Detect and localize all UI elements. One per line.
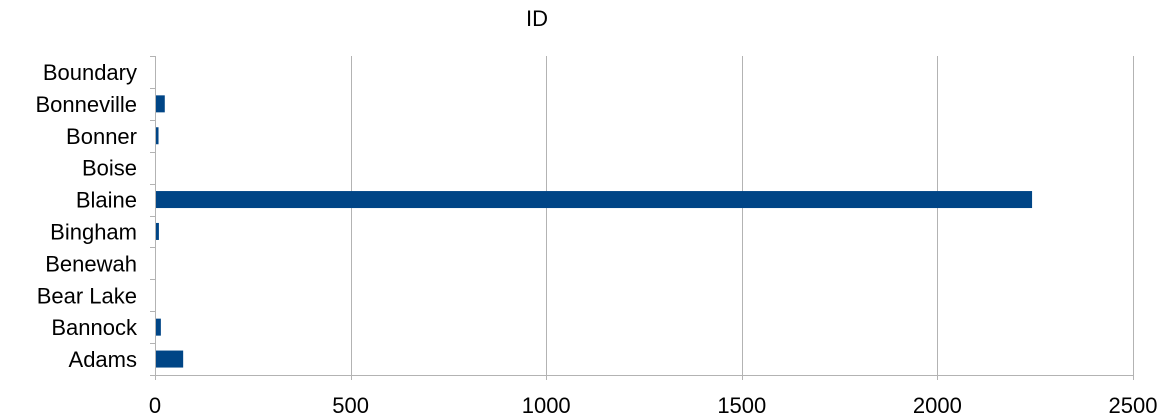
y-category-label: Adams (69, 347, 137, 372)
y-category-label: Bonner (66, 124, 137, 149)
bar (155, 191, 1033, 209)
y-category-label: Benewah (45, 251, 137, 276)
y-category-label: Bannock (51, 315, 138, 340)
x-tick-label: 500 (332, 393, 369, 418)
y-category-label: Boundary (43, 60, 137, 85)
bar (155, 95, 165, 113)
bar (155, 222, 159, 240)
y-category-label: Blaine (76, 188, 137, 213)
x-tick-label: 1500 (717, 393, 766, 418)
x-tick-label: 1000 (522, 393, 571, 418)
bar (155, 127, 159, 145)
y-category-label: Bear Lake (37, 283, 137, 308)
bar (155, 318, 161, 336)
bar (155, 350, 184, 368)
y-category-label: Bonneville (35, 92, 137, 117)
chart-title: ID (526, 6, 548, 31)
x-tick-label: 2500 (1109, 393, 1158, 418)
x-tick-label: 0 (149, 393, 161, 418)
y-category-label: Boise (82, 156, 137, 181)
y-category-label: Bingham (50, 219, 137, 244)
x-tick-label: 2000 (913, 393, 962, 418)
